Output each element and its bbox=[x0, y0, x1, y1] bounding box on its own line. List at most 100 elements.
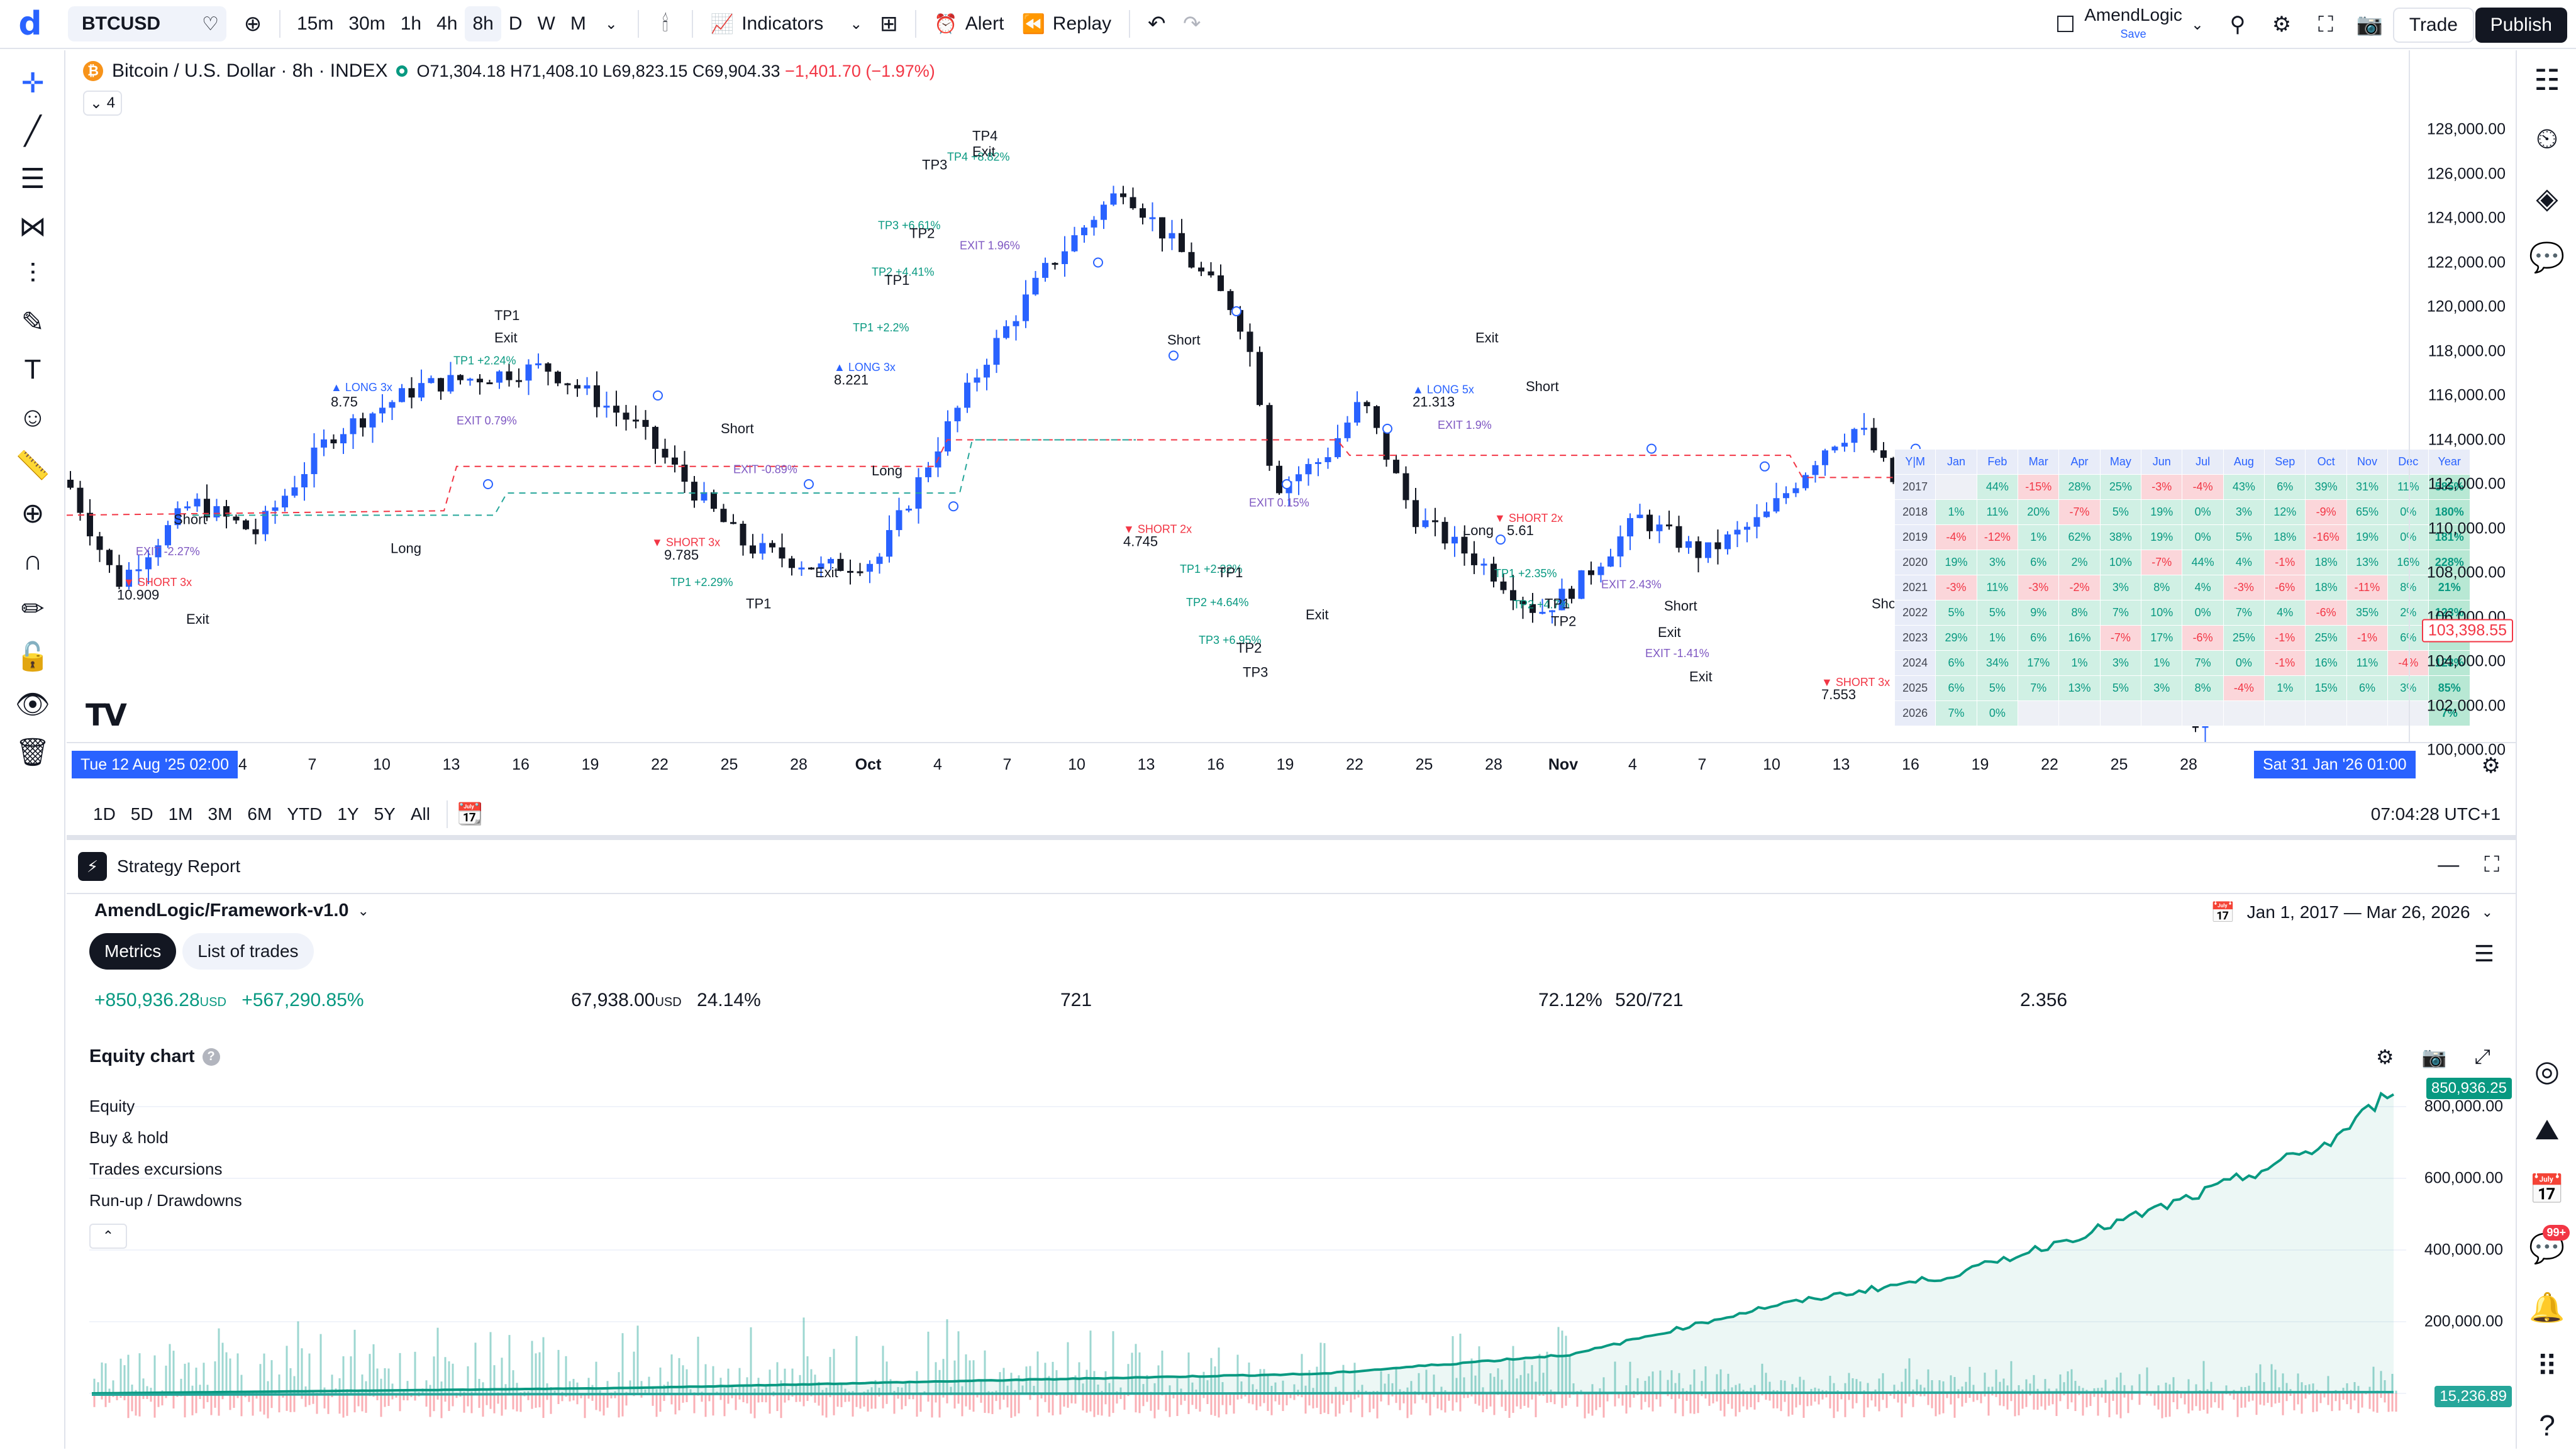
settings-icon[interactable]: ⚙ bbox=[2272, 13, 2292, 36]
range-1m[interactable]: 1M bbox=[168, 804, 193, 824]
equity-legend-collapse[interactable]: ⌃ bbox=[89, 1224, 127, 1249]
favorite-icon[interactable]: ♡ bbox=[202, 13, 219, 35]
lock-drawing-icon[interactable]: ✏ bbox=[21, 593, 45, 624]
magnet-icon[interactable]: ∩ bbox=[23, 545, 43, 576]
speedometer-icon[interactable]: ◎ bbox=[2534, 1054, 2560, 1087]
text-icon[interactable]: T bbox=[24, 354, 42, 385]
candle-body bbox=[1530, 604, 1536, 613]
notifications-icon[interactable]: 💬 99+ bbox=[2517, 1219, 2576, 1278]
add-symbol-icon[interactable]: ⊕ bbox=[243, 12, 262, 36]
maximize-icon[interactable]: ⛶ bbox=[2484, 853, 2499, 877]
range-5y[interactable]: 5Y bbox=[374, 804, 396, 824]
table-cell: 65% bbox=[2346, 499, 2389, 525]
minimize-icon[interactable]: — bbox=[2438, 853, 2460, 877]
price-axis[interactable]: 128,000.00 126,000.00 124,000.00 122,000.00… bbox=[2409, 50, 2516, 759]
legend-trades-excursions[interactable]: Trades excursions bbox=[89, 1159, 223, 1178]
equity-axis[interactable]: 800,000.00 600,000.00 400,000.00 200,000.00… bbox=[2402, 1077, 2516, 1449]
list-view-icon[interactable]: ☰ bbox=[2473, 941, 2494, 966]
chevron-down-icon[interactable]: ⌄ bbox=[2190, 16, 2204, 33]
indicators-collapse-button[interactable]: ⌄ 4 bbox=[83, 91, 122, 116]
calendar-icon[interactable]: 📅 bbox=[2529, 1172, 2565, 1205]
clock-readout[interactable]: 07:04:28 UTC+1 bbox=[2370, 804, 2501, 824]
range-3m[interactable]: 3M bbox=[208, 804, 233, 824]
chart-title[interactable]: Bitcoin / U.S. Dollar · 8h · INDEX bbox=[112, 60, 388, 81]
help-icon[interactable]: ? bbox=[2539, 1409, 2555, 1442]
goto-date-icon[interactable]: 📆 bbox=[456, 802, 484, 826]
legend-equity[interactable]: Equity bbox=[89, 1097, 135, 1115]
candle-type-icon[interactable]: 🕯 bbox=[662, 11, 669, 36]
pattern-icon[interactable]: ⋈ bbox=[19, 211, 47, 242]
emoji-icon[interactable]: ☺ bbox=[18, 402, 47, 433]
save-label[interactable]: Save bbox=[2120, 28, 2146, 40]
replay-button[interactable]: ⏪ Replay bbox=[1013, 6, 1120, 41]
forecast-icon[interactable]: ⫶ bbox=[29, 258, 36, 289]
chevron-down-icon[interactable]: ⌄ bbox=[604, 15, 618, 33]
publish-button[interactable]: Publish bbox=[2475, 8, 2567, 43]
redo-icon[interactable]: ↷ bbox=[1182, 12, 1201, 36]
range-6m[interactable]: 6M bbox=[247, 804, 272, 824]
camera-icon[interactable]: 📷 bbox=[2421, 1046, 2447, 1068]
table-header-cell: Y|M bbox=[1894, 449, 1936, 475]
timeframe-m[interactable]: M bbox=[570, 13, 586, 34]
axis-settings-icon[interactable]: ⚙ bbox=[2481, 754, 2501, 778]
strategy-selector[interactable]: AmendLogic/Framework-v1.0 ⌄ bbox=[94, 900, 369, 921]
timeframe-1h[interactable]: 1h bbox=[400, 13, 422, 34]
chat-icon[interactable]: 💬 bbox=[2529, 240, 2565, 274]
undo-icon[interactable]: ↶ bbox=[1147, 12, 1166, 36]
help-icon[interactable]: ? bbox=[202, 1048, 220, 1066]
date-range-selector[interactable]: 📅 Jan 1, 2017 — Mar 26, 2026 ⌄ bbox=[2211, 900, 2493, 924]
time-tick: 4 bbox=[1628, 756, 1637, 773]
range-5d[interactable]: 5D bbox=[130, 804, 153, 824]
tab-metrics[interactable]: Metrics bbox=[89, 933, 177, 970]
trendline-icon[interactable]: ╱ bbox=[24, 115, 42, 147]
eye-icon[interactable]: 👁 bbox=[15, 689, 50, 720]
timeframe-8h[interactable]: 8h bbox=[465, 6, 501, 41]
trade-button[interactable]: Trade bbox=[2392, 8, 2474, 43]
crosshair-icon[interactable]: ✛ bbox=[21, 67, 45, 99]
trash-icon[interactable]: 🗑 bbox=[15, 737, 50, 768]
table-cell bbox=[2346, 700, 2389, 726]
layout-icon[interactable]: ☐ bbox=[2055, 11, 2076, 37]
quick-search-icon[interactable]: ⚲ bbox=[2229, 13, 2246, 36]
ruler-icon[interactable]: 📏 bbox=[15, 450, 50, 481]
bell-icon[interactable]: 🔔 bbox=[2529, 1290, 2565, 1324]
ideas-icon[interactable]: ⛰ bbox=[2534, 1113, 2560, 1146]
range-1y[interactable]: 1Y bbox=[337, 804, 359, 824]
range-1d[interactable]: 1D bbox=[93, 804, 116, 824]
timeframe-d[interactable]: D bbox=[508, 13, 523, 34]
price-chart[interactable]: Short EXIT -2.27% ▼ SHORT 3x 10.909 Exit Long… bbox=[67, 50, 2516, 792]
tradingview-logo[interactable]: TV bbox=[86, 698, 127, 733]
timeframe-15m[interactable]: 15m bbox=[297, 13, 334, 34]
fib-retracement-icon[interactable]: ☰ bbox=[20, 163, 45, 194]
candle-body bbox=[1861, 428, 1867, 430]
apps-grid-icon[interactable]: ⠿ bbox=[2536, 1350, 2558, 1383]
brush-icon[interactable]: ✎ bbox=[21, 306, 45, 338]
legend-runup-drawdowns[interactable]: Run-up / Drawdowns bbox=[89, 1191, 242, 1210]
camera-icon[interactable]: 📷 bbox=[2356, 13, 2384, 36]
time-axis[interactable]: Tue 12 Aug '25 02:00 Sat 31 Jan '26 01:0… bbox=[67, 742, 2516, 792]
settings-icon[interactable]: ⚙ bbox=[2375, 1046, 2394, 1068]
timeframe-30m[interactable]: 30m bbox=[348, 13, 386, 34]
account-menu[interactable]: ☐ AmendLogic Save ⌄ bbox=[2055, 5, 2204, 44]
equity-chart-canvas[interactable] bbox=[67, 1092, 2406, 1449]
candle-body bbox=[1510, 590, 1516, 600]
layouts-icon[interactable]: ⊞ bbox=[880, 12, 898, 36]
legend-buy-hold[interactable]: Buy & hold bbox=[89, 1128, 169, 1147]
watchlist-icon[interactable]: ☷ bbox=[2534, 64, 2560, 96]
strategy-report-tab[interactable]: ⚡ Strategy Report bbox=[78, 848, 240, 885]
timeframe-w[interactable]: W bbox=[537, 13, 555, 34]
symbol-search[interactable]: BTCUSD ♡ bbox=[68, 6, 226, 41]
expand-icon[interactable]: ⤢ bbox=[2474, 1045, 2490, 1068]
app-logo[interactable]: d bbox=[18, 5, 42, 43]
timeframe-4h[interactable]: 4h bbox=[436, 13, 458, 34]
indicators-button[interactable]: 📈 Indicators ⌄ bbox=[702, 6, 872, 41]
zoom-in-icon[interactable]: ⊕ bbox=[21, 497, 45, 529]
tab-list-of-trades[interactable]: List of trades bbox=[182, 933, 314, 970]
alerts-clock-icon[interactable]: ⏲ bbox=[2536, 122, 2558, 155]
lock-icon[interactable]: 🔓 bbox=[15, 641, 50, 672]
range-all[interactable]: All bbox=[410, 804, 430, 824]
alert-button[interactable]: ⏰ Alert bbox=[925, 6, 1013, 41]
layers-icon[interactable]: ◈ bbox=[2536, 182, 2558, 214]
fullscreen-icon[interactable]: ⛶ bbox=[2318, 12, 2333, 36]
range-ytd[interactable]: YTD bbox=[287, 804, 323, 824]
